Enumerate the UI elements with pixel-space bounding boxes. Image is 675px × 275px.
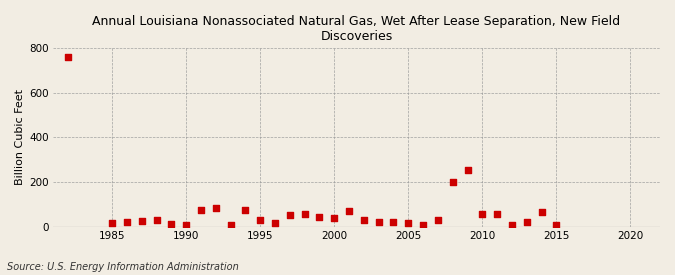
Point xyxy=(122,220,132,224)
Point xyxy=(344,209,354,213)
Text: Source: U.S. Energy Information Administration: Source: U.S. Energy Information Administ… xyxy=(7,262,238,272)
Point xyxy=(196,208,207,212)
Point xyxy=(211,205,221,210)
Point xyxy=(269,221,280,226)
Point xyxy=(551,223,562,228)
Point xyxy=(403,221,414,226)
Point xyxy=(433,218,443,222)
Point xyxy=(225,223,236,228)
Point xyxy=(477,212,488,216)
Point xyxy=(491,212,502,216)
Point xyxy=(418,223,429,228)
Point xyxy=(107,221,117,226)
Point xyxy=(136,219,147,223)
Point xyxy=(284,213,295,218)
Point xyxy=(181,223,192,228)
Point xyxy=(299,212,310,216)
Title: Annual Louisiana Nonassociated Natural Gas, Wet After Lease Separation, New Fiel: Annual Louisiana Nonassociated Natural G… xyxy=(92,15,620,43)
Point xyxy=(388,220,399,224)
Point xyxy=(373,220,384,224)
Point xyxy=(166,222,177,227)
Point xyxy=(462,167,473,172)
Point xyxy=(358,218,369,222)
Point xyxy=(62,55,73,59)
Point xyxy=(151,218,162,222)
Point xyxy=(255,218,266,222)
Point xyxy=(506,222,517,227)
Point xyxy=(329,216,340,220)
Point xyxy=(536,210,547,214)
Point xyxy=(521,220,532,224)
Point xyxy=(240,208,251,212)
Point xyxy=(314,214,325,219)
Y-axis label: Billion Cubic Feet: Billion Cubic Feet xyxy=(15,89,25,185)
Point xyxy=(448,180,458,184)
